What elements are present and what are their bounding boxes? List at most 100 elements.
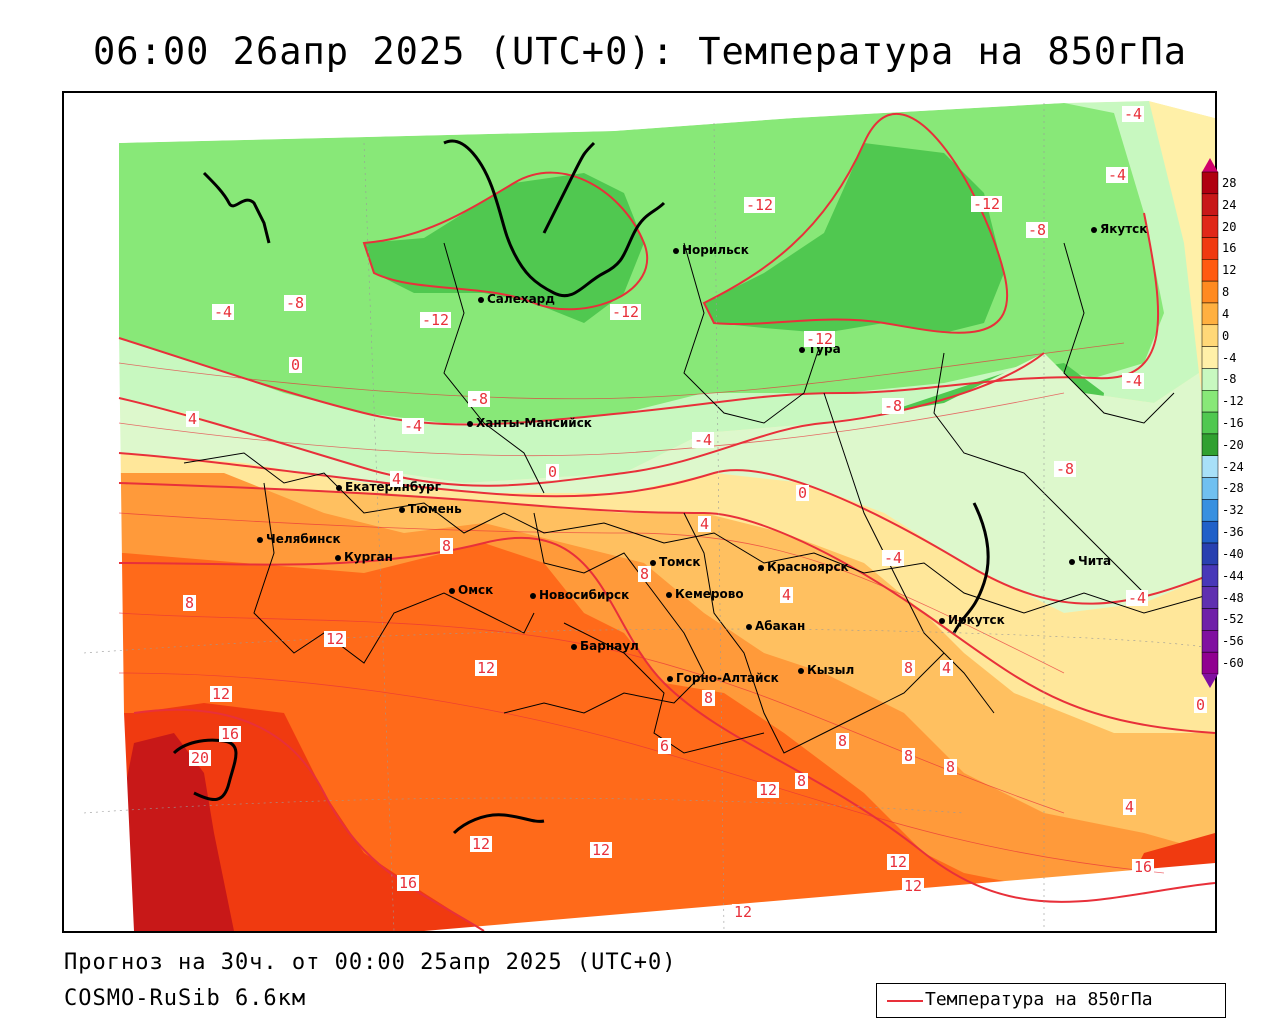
colorbar-tick-label: 16	[1222, 241, 1237, 256]
colorbar-tick-label: -8	[1222, 372, 1237, 387]
contour-label: 12	[470, 835, 493, 853]
colorbar-swatch	[1201, 564, 1219, 587]
colorbar-tick-label: -44	[1222, 568, 1244, 583]
contour-label: 6	[658, 737, 672, 755]
colorbar-tick-label: -48	[1222, 590, 1244, 605]
contour-label: 12	[590, 841, 613, 859]
colorbar-tick-label: -4	[1222, 350, 1237, 365]
contour-label: 20	[189, 749, 212, 767]
contour-label: 8	[183, 594, 197, 612]
contour-label: -4	[1106, 166, 1129, 184]
colorbar-swatch	[1201, 651, 1219, 675]
contour-label: -12	[744, 196, 776, 214]
contour-label: -8	[1054, 460, 1077, 478]
colorbar-tick-label: -24	[1222, 459, 1244, 474]
contour-label: 0	[289, 356, 303, 374]
legend-line-swatch	[887, 1000, 923, 1002]
contour-label: -8	[882, 397, 905, 415]
contour-label: -8	[468, 390, 491, 408]
city-marker: Салехард	[478, 292, 555, 306]
colorbar-tick-label: -12	[1222, 394, 1244, 409]
contour-label: 8	[795, 772, 809, 790]
contour-label: 12	[324, 630, 347, 648]
colorbar-tick-label: -32	[1222, 503, 1244, 518]
colorbar-swatch	[1201, 280, 1219, 304]
contour-label: 4	[390, 470, 404, 488]
colorbar-swatch	[1201, 390, 1219, 413]
colorbar-tick-label: -28	[1222, 481, 1244, 496]
city-marker: Якутск	[1091, 222, 1147, 236]
colorbar-swatch	[1201, 630, 1219, 653]
colorbar-tick-label: 12	[1222, 263, 1237, 278]
city-marker: Екатеринбург	[336, 480, 441, 494]
contour-label: -4	[402, 417, 425, 435]
city-marker: Норильск	[673, 243, 749, 257]
contour-label: 8	[902, 747, 916, 765]
city-marker: Горно-Алтайск	[667, 671, 779, 685]
city-marker: Кемерово	[666, 587, 744, 601]
city-marker: Тюмень	[399, 502, 462, 516]
contour-label: 4	[780, 586, 794, 604]
colorbar-bottom-arrow	[1202, 674, 1218, 688]
contour-label: -4	[1126, 589, 1149, 607]
model-name: COSMO-RuSib 6.6км	[64, 986, 307, 1011]
map-fields	[64, 93, 1215, 931]
contour-label: -4	[882, 549, 905, 567]
colorbar-tick-label: 8	[1222, 285, 1230, 300]
contour-label: -12	[420, 311, 452, 329]
contour-label: 4	[1123, 798, 1137, 816]
colorbar-swatch	[1201, 433, 1219, 456]
colorbar-tick-label: 28	[1222, 175, 1237, 190]
colorbar-tick-label: -20	[1222, 437, 1244, 452]
colorbar-swatch	[1201, 608, 1219, 631]
contour-label: 0	[1194, 696, 1208, 714]
map-title: 06:00 26апр 2025 (UTC+0): Температура на…	[93, 30, 1187, 73]
colorbar-tick-label: -56	[1222, 634, 1244, 649]
contour-label: 12	[210, 685, 233, 703]
contour-label: 8	[902, 659, 916, 677]
colorbar-swatch	[1201, 411, 1219, 435]
contour-label: 8	[638, 565, 652, 583]
contour-label: -4	[1122, 105, 1145, 123]
forecast-info: Прогноз на 30ч. от 00:00 25апр 2025 (UTC…	[64, 950, 677, 975]
colorbar-tick-label: -52	[1222, 612, 1244, 627]
colorbar-tick-label: -60	[1222, 656, 1244, 671]
contour-label: 0	[546, 463, 560, 481]
contour-label: 8	[836, 732, 850, 750]
colorbar-swatch	[1201, 346, 1219, 369]
city-marker: Кызыл	[798, 663, 854, 677]
colorbar	[1201, 158, 1219, 688]
city-marker: Чита	[1069, 554, 1111, 568]
city-marker: Челябинск	[257, 532, 341, 546]
colorbar-swatch	[1201, 193, 1219, 216]
contour-label: -4	[212, 303, 235, 321]
colorbar-swatch	[1201, 477, 1219, 500]
contour-label: -8	[1026, 221, 1049, 239]
contour-label: 4	[940, 659, 954, 677]
contour-label: 0	[796, 484, 810, 502]
contour-label: -8	[284, 294, 307, 312]
colorbar-tick-label: -16	[1222, 416, 1244, 430]
colorbar-tick-label: 20	[1222, 219, 1237, 234]
city-marker: Омск	[449, 583, 493, 597]
city-marker: Новосибирск	[530, 588, 629, 602]
contour-label: -4	[692, 431, 715, 449]
colorbar-swatch	[1201, 324, 1219, 347]
contour-label: -12	[804, 330, 836, 348]
city-marker: Абакан	[746, 619, 805, 633]
city-marker: Барнаул	[571, 639, 639, 653]
colorbar-swatch	[1201, 368, 1219, 391]
city-marker: Красноярск	[758, 560, 849, 574]
contour-label: 16	[219, 725, 242, 743]
colorbar-tick-label: 4	[1222, 306, 1230, 321]
colorbar-swatch	[1201, 302, 1219, 326]
colorbar-tick-label: 24	[1222, 197, 1237, 212]
colorbar-tick-label: -36	[1222, 525, 1244, 540]
contour-label: -4	[1122, 372, 1145, 390]
contour-label: 8	[702, 689, 716, 707]
colorbar-swatch	[1201, 237, 1219, 260]
legend: Температура на 850гПа	[876, 983, 1226, 1018]
contour-label: 16	[1132, 858, 1155, 876]
colorbar-tick-label: -40	[1222, 546, 1244, 561]
city-marker: Ханты-Мансийск	[467, 416, 592, 430]
